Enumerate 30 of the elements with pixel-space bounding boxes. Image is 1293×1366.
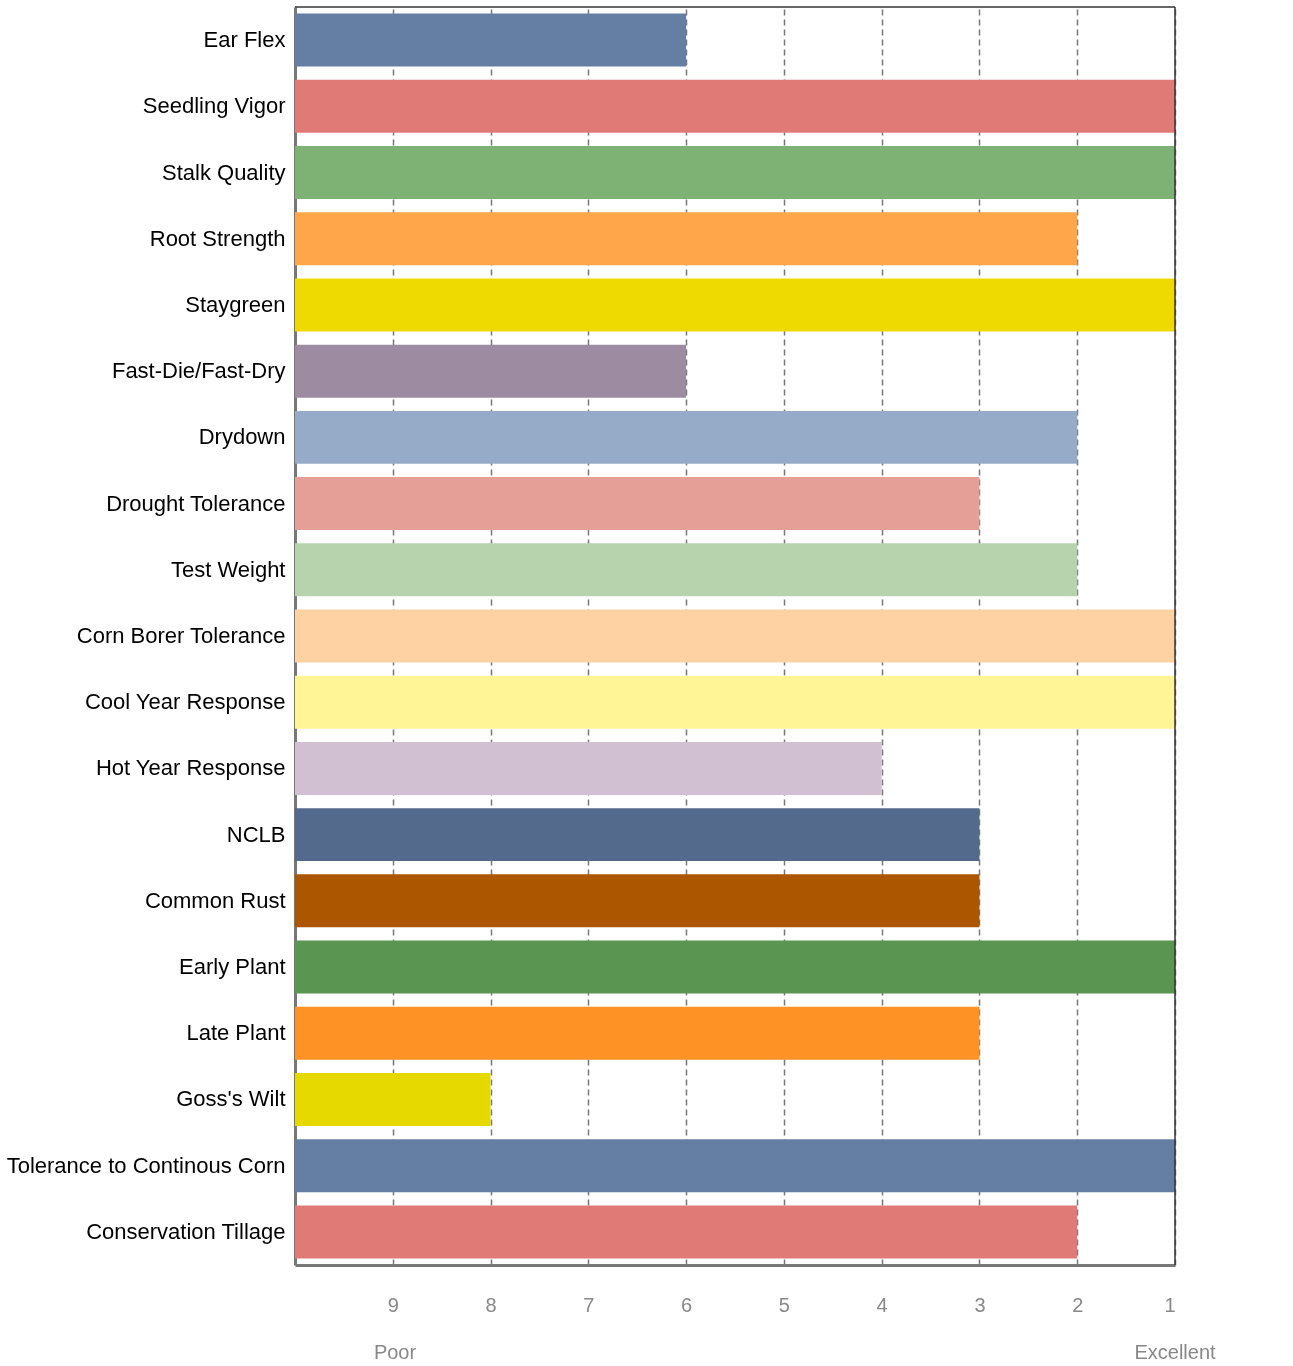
y-tick-label: Root Strength — [149, 225, 286, 251]
y-tick-label: Stalk Quality — [162, 159, 286, 185]
x-tick-label: 5 — [778, 1293, 790, 1316]
y-tick-label: Ear Flex — [203, 27, 286, 53]
x-tick-label: 9 — [387, 1293, 399, 1316]
x-tick-label: 4 — [876, 1293, 888, 1316]
x-tick-label: 1 — [1164, 1293, 1176, 1316]
y-tick-label: Early Plant — [179, 954, 286, 980]
y-tick-label: Late Plant — [186, 1020, 286, 1046]
y-tick-label: Goss's Wilt — [176, 1086, 286, 1112]
y-tick-label: Conservation Tillage — [86, 1218, 286, 1244]
y-tick-label: Drydown — [198, 424, 286, 450]
y-tick-label: Common Rust — [144, 887, 286, 913]
y-tick-label: Staygreen — [185, 291, 286, 317]
y-tick-label: Tolerance to Continous Corn — [6, 1152, 286, 1178]
x-tick-label: 8 — [485, 1293, 497, 1316]
text: Excellent — [1134, 1341, 1217, 1363]
y-tick-label: Corn Borer Tolerance — [76, 623, 286, 648]
y-tick-label: Test Weight — [170, 556, 286, 582]
x-tick-label: 2 — [1072, 1293, 1084, 1316]
y-tick-label: Drought Tolerance — [106, 490, 286, 516]
y-tick-label: NCLB — [226, 821, 286, 847]
x-tick-label: 6 — [681, 1293, 693, 1316]
y-tick-label: Hot Year Response — [95, 755, 286, 781]
y-tick-label: Cool Year Response — [84, 689, 286, 715]
text: Poor — [373, 1341, 417, 1363]
y-tick-label: Seedling Vigor — [142, 93, 286, 119]
y-tick-label: Fast-Die/Fast-Dry — [111, 358, 286, 384]
x-tick-label: 3 — [974, 1293, 986, 1316]
x-tick-label: 7 — [583, 1293, 595, 1316]
